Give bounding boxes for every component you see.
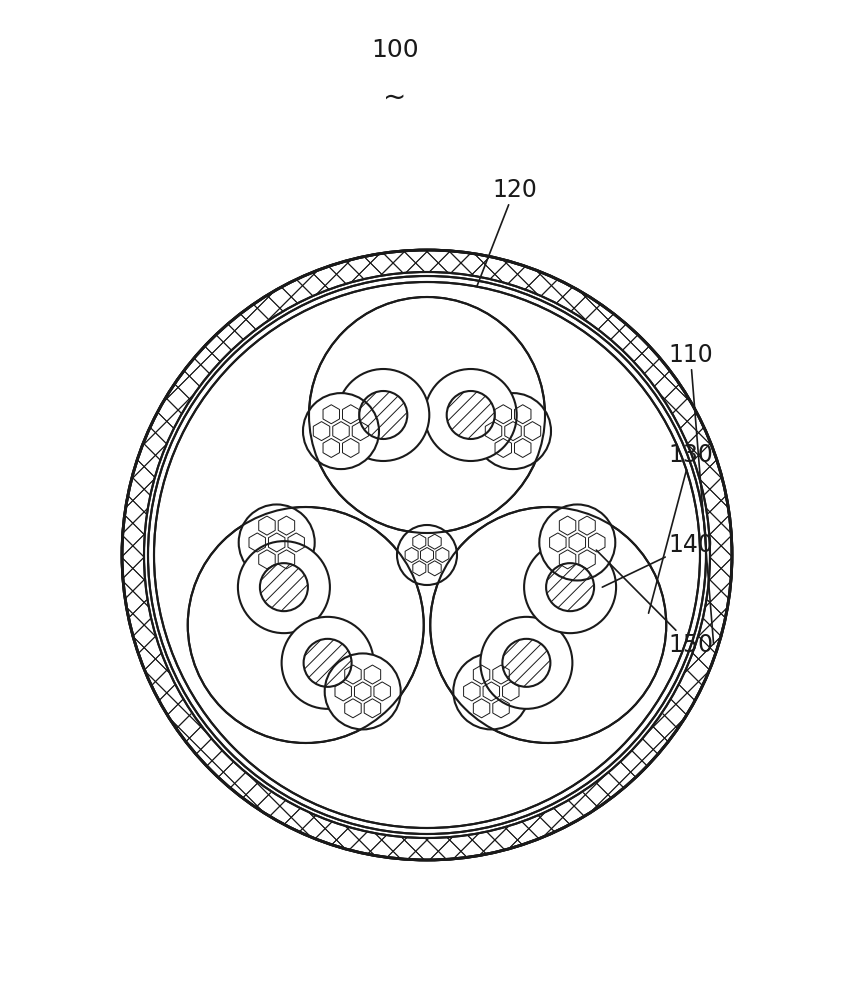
Text: 150: 150	[596, 550, 713, 657]
Text: 100: 100	[371, 38, 419, 62]
Circle shape	[397, 525, 457, 585]
Circle shape	[430, 507, 666, 743]
Text: 120: 120	[477, 178, 537, 286]
Circle shape	[309, 297, 545, 533]
Text: 130: 130	[649, 443, 713, 613]
Circle shape	[524, 541, 616, 633]
Circle shape	[325, 653, 401, 729]
Circle shape	[540, 504, 616, 580]
Circle shape	[281, 617, 374, 709]
Circle shape	[188, 507, 424, 743]
Circle shape	[481, 617, 572, 709]
Text: 140: 140	[602, 533, 713, 587]
Circle shape	[475, 393, 551, 469]
Circle shape	[122, 250, 732, 860]
Circle shape	[239, 504, 315, 580]
Circle shape	[238, 541, 330, 633]
Circle shape	[453, 653, 529, 729]
Circle shape	[338, 369, 429, 461]
Text: 110: 110	[668, 343, 714, 644]
Text: ~: ~	[383, 84, 407, 112]
Circle shape	[425, 369, 516, 461]
Circle shape	[303, 393, 379, 469]
